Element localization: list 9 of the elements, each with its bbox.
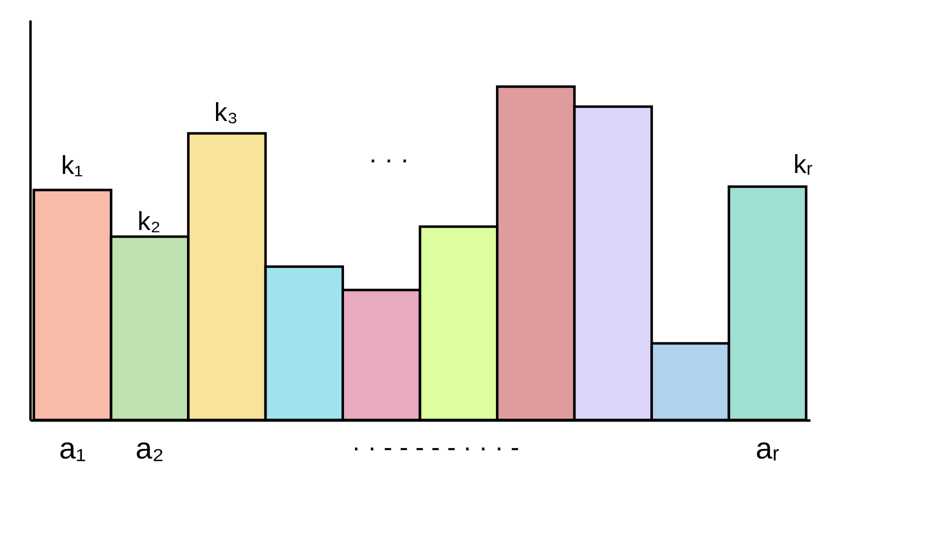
x-tick-label: a₂	[136, 432, 164, 466]
annotation: k₂	[137, 206, 161, 236]
annotation: k₃	[214, 97, 238, 127]
x-tick-label: aᵣ	[756, 432, 780, 466]
annotation: kᵣ	[793, 149, 813, 179]
annotation: · · ·	[368, 144, 410, 174]
annotation: k₁	[61, 150, 84, 180]
text: · · - - - - - · · · -	[352, 432, 520, 462]
x-tick-label: a₁	[59, 432, 86, 466]
